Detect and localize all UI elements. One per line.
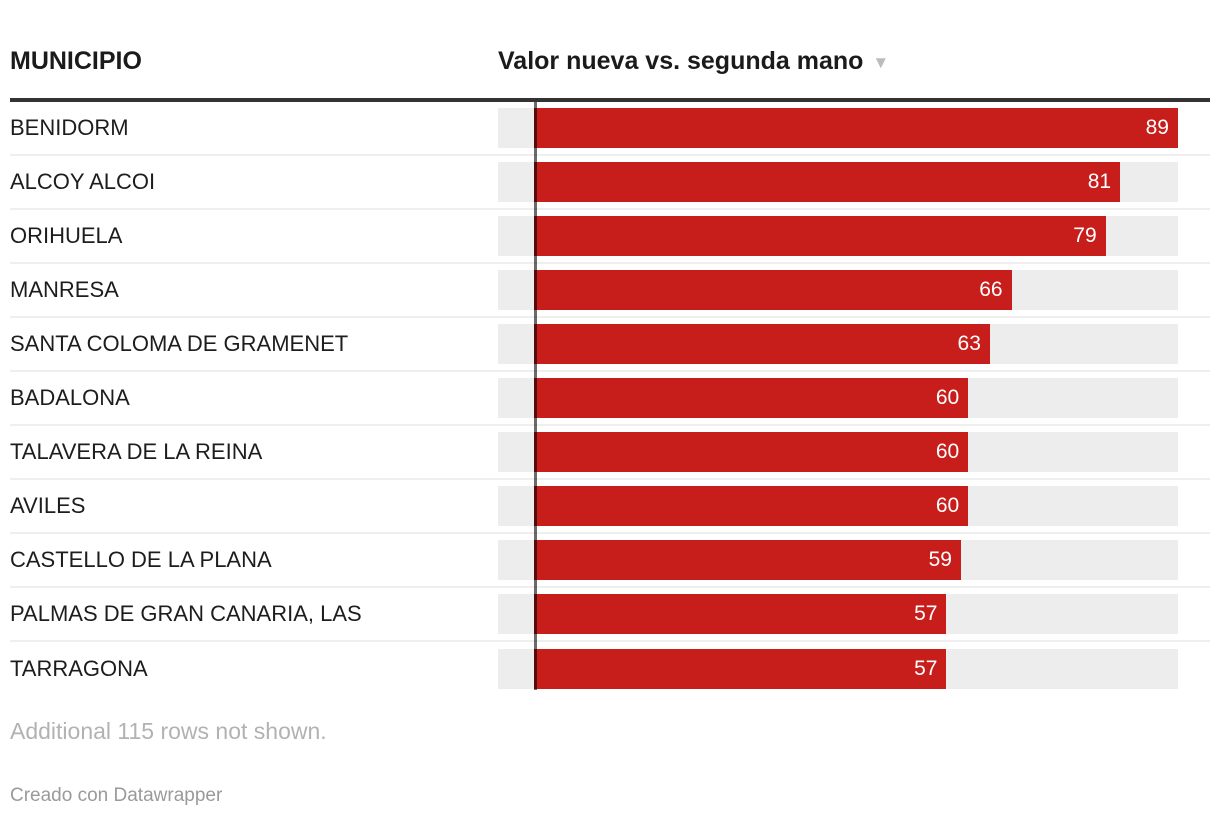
municipality-label: BADALONA: [10, 385, 130, 410]
value-bar: 81: [534, 162, 1121, 202]
bar-cell: 79: [498, 216, 1210, 256]
municipality-label: TARRAGONA: [10, 656, 148, 681]
value-bar: 60: [534, 486, 969, 526]
bar-value-label: 57: [914, 657, 938, 680]
column-header-municipio[interactable]: MUNICIPIO: [10, 47, 142, 75]
table-body: BENIDORM 89 ALCOY ALCOI 81 ORIHUELA 79 M…: [10, 102, 1210, 696]
column-header-value-label: Valor nueva vs. segunda mano: [498, 47, 864, 75]
value-bar: 66: [534, 270, 1012, 310]
column-header-value[interactable]: Valor nueva vs. segunda mano ▼: [498, 46, 1210, 79]
value-bar: 59: [534, 540, 961, 580]
bar-cell: 89: [498, 108, 1210, 148]
value-bar: 60: [534, 378, 969, 418]
value-bar: 63: [534, 324, 990, 364]
municipality-label: PALMAS DE GRAN CANARIA, LAS: [10, 601, 362, 626]
municipality-label: MANRESA: [10, 277, 119, 302]
bar-cell: 57: [498, 594, 1210, 634]
bar-cell: 60: [498, 378, 1210, 418]
municipality-label: AVILES: [10, 493, 86, 518]
bar-value-label: 60: [935, 440, 960, 463]
bar-cell: 60: [498, 432, 1210, 472]
value-bar: 89: [534, 108, 1178, 148]
rows-not-shown-note: Additional 115 rows not shown.: [10, 718, 327, 744]
value-bar: 57: [534, 594, 947, 634]
bar-cell: 59: [498, 540, 1210, 580]
bar-value-label: 79: [1073, 224, 1097, 247]
value-bar: 60: [534, 432, 969, 472]
municipality-label: BENIDORM: [10, 115, 129, 140]
municipality-label: ALCOY ALCOI: [10, 169, 156, 194]
value-bar: 79: [534, 216, 1106, 256]
municipality-label: CASTELLO DE LA PLANA: [10, 547, 272, 572]
bar-cell: 63: [498, 324, 1210, 364]
table-row: AVILES 60: [10, 480, 1210, 534]
bar-value-label: 57: [914, 602, 938, 625]
table-row: SANTA COLOMA DE GRAMENET 63: [10, 318, 1210, 372]
bar-value-label: 89: [1145, 116, 1169, 139]
table-row: PALMAS DE GRAN CANARIA, LAS 57: [10, 588, 1210, 642]
zero-axis-line: [534, 102, 538, 690]
sort-descending-icon: ▼: [872, 53, 890, 72]
table-row: ALCOY ALCOI 81: [10, 156, 1210, 210]
bar-value-label: 60: [935, 386, 960, 409]
table-row: BENIDORM 89: [10, 102, 1210, 156]
table-row: TALAVERA DE LA REINA 60: [10, 426, 1210, 480]
bar-cell: 57: [498, 649, 1210, 689]
bar-value-label: 63: [957, 332, 981, 355]
bar-value-label: 60: [935, 494, 960, 517]
bar-value-label: 66: [979, 278, 1003, 301]
table-row: ORIHUELA 79: [10, 210, 1210, 264]
bar-cell: 60: [498, 486, 1210, 526]
table-row: BADALONA 60: [10, 372, 1210, 426]
datawrapper-credit[interactable]: Creado con Datawrapper: [10, 785, 223, 806]
table-row: TARRAGONA 57: [10, 642, 1210, 696]
bar-cell: 81: [498, 162, 1210, 202]
table-header-row: MUNICIPIO Valor nueva vs. segunda mano ▼: [10, 46, 1210, 76]
bar-cell: 66: [498, 270, 1210, 310]
value-bar: 57: [534, 649, 947, 689]
municipality-label: ORIHUELA: [10, 223, 123, 248]
header-divider: [10, 98, 1210, 102]
municipality-label: SANTA COLOMA DE GRAMENET: [10, 331, 349, 356]
municipality-label: TALAVERA DE LA REINA: [10, 439, 263, 464]
bar-value-label: 81: [1087, 170, 1112, 193]
bar-value-label: 59: [928, 548, 952, 571]
table-row: CASTELLO DE LA PLANA 59: [10, 534, 1210, 588]
table-row: MANRESA 66: [10, 264, 1210, 318]
